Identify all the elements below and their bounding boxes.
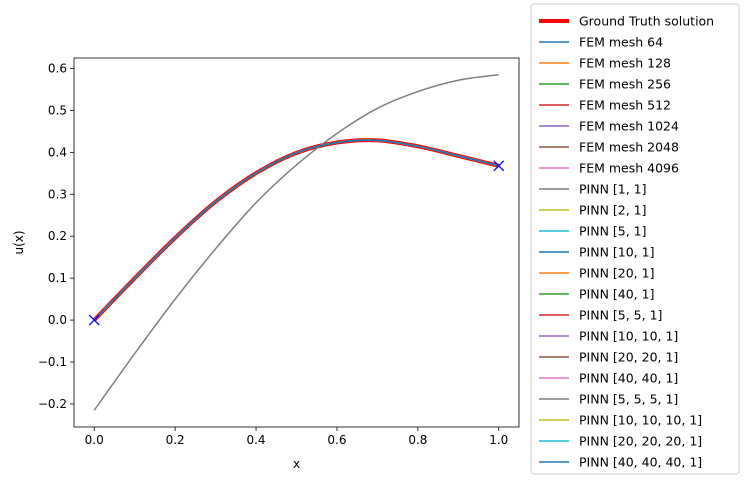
legend-item: PINN [20, 20, 20, 1] [539, 434, 702, 449]
plot-area-frame [73, 57, 520, 428]
legend-label: PINN [10, 10, 1] [579, 329, 678, 344]
legend-label: PINN [5, 5, 5, 1] [579, 392, 678, 407]
legend-item: PINN [40, 40, 40, 1] [539, 455, 702, 470]
y-tick-label: 0.4 [48, 145, 67, 159]
x-tick-label: 0.6 [327, 433, 346, 447]
legend-label: FEM mesh 512 [579, 98, 671, 113]
legend-item: PINN [5, 5, 1] [539, 308, 662, 323]
legend-item: PINN [10, 10, 10, 1] [539, 413, 702, 428]
series-layer [92, 74, 500, 411]
x-tick-label: 0.2 [166, 433, 185, 447]
legend-label: FEM mesh 256 [579, 77, 671, 92]
legend-label: PINN [5, 5, 1] [579, 308, 662, 323]
legend-item: FEM mesh 512 [539, 98, 671, 113]
boundary-marker-2 [493, 160, 505, 172]
legend: Ground Truth solution FEM mesh 64 FEM mesh… [530, 3, 740, 475]
legend-item: PINN [10, 1] [539, 245, 654, 260]
series-line-9 [93, 74, 499, 411]
legend-label: FEM mesh 1024 [579, 119, 679, 134]
y-tick-label: −0.1 [38, 355, 67, 369]
legend-item: PINN [2, 1] [539, 203, 647, 218]
x-tick-label: 0.4 [246, 433, 265, 447]
y-tick-label: −0.2 [38, 397, 67, 411]
series-line-22 [93, 139, 499, 321]
marker-layer [88, 160, 505, 326]
legend-label: PINN [10, 1] [579, 245, 654, 260]
legend-item: PINN [20, 20, 1] [539, 350, 678, 365]
legend-item: FEM mesh 128 [539, 56, 671, 71]
legend-label: FEM mesh 4096 [579, 161, 679, 176]
legend-label: PINN [20, 1] [579, 266, 654, 281]
legend-item: FEM mesh 4096 [539, 161, 679, 176]
x-tick-label: 0.8 [408, 433, 427, 447]
x-tick-label: 1.0 [489, 433, 508, 447]
legend-item: PINN [40, 40, 1] [539, 371, 678, 386]
legend-label: PINN [5, 1] [579, 224, 647, 239]
legend-item: FEM mesh 1024 [539, 119, 679, 134]
legend-label: PINN [40, 40, 1] [579, 371, 678, 386]
y-tick-label: 0.6 [48, 61, 67, 75]
y-tick-label: 0.3 [48, 187, 67, 201]
legend-label: PINN [40, 1] [579, 287, 654, 302]
legend-label: PINN [40, 40, 40, 1] [579, 455, 702, 470]
legend-label: FEM mesh 2048 [579, 140, 679, 155]
legend-label: FEM mesh 64 [579, 35, 663, 50]
legend-item: PINN [10, 10, 1] [539, 329, 678, 344]
x-tick-label: 0.0 [85, 433, 104, 447]
legend-item: PINN [5, 5, 5, 1] [539, 392, 678, 407]
y-axis-label: u(x) [12, 230, 26, 254]
legend-label: PINN [20, 20, 1] [579, 350, 678, 365]
x-axis-label: x [293, 457, 300, 471]
legend-item: FEM mesh 64 [539, 35, 663, 50]
legend-item: FEM mesh 256 [539, 77, 671, 92]
legend-item: PINN [40, 1] [539, 287, 654, 302]
legend-item: PINN [1, 1] [539, 182, 647, 197]
y-tick-label: 0.1 [48, 271, 67, 285]
legend-frame [530, 3, 740, 475]
y-tick-label: 0.0 [48, 313, 67, 327]
x-axis: 0.0 0.2 0.4 0.6 0.8 1.0 [85, 427, 508, 447]
legend-label: Ground Truth solution [579, 14, 714, 29]
y-axis: −0.2 −0.1 0.0 0.1 0.2 0.3 0.4 0.5 0.6 [38, 61, 74, 411]
legend-item: Ground Truth solution [539, 14, 714, 29]
legend-item: PINN [20, 1] [539, 266, 654, 281]
legend-item: FEM mesh 2048 [539, 140, 679, 155]
y-tick-label: 0.5 [48, 103, 67, 117]
legend-label: PINN [2, 1] [579, 203, 647, 218]
legend-label: PINN [20, 20, 20, 1] [579, 434, 702, 449]
y-tick-label: 0.2 [48, 229, 67, 243]
legend-label: FEM mesh 128 [579, 56, 671, 71]
legend-label: PINN [1, 1] [579, 182, 647, 197]
legend-label: PINN [10, 10, 10, 1] [579, 413, 702, 428]
legend-item: PINN [5, 1] [539, 224, 647, 239]
boundary-marker-1 [88, 314, 100, 326]
